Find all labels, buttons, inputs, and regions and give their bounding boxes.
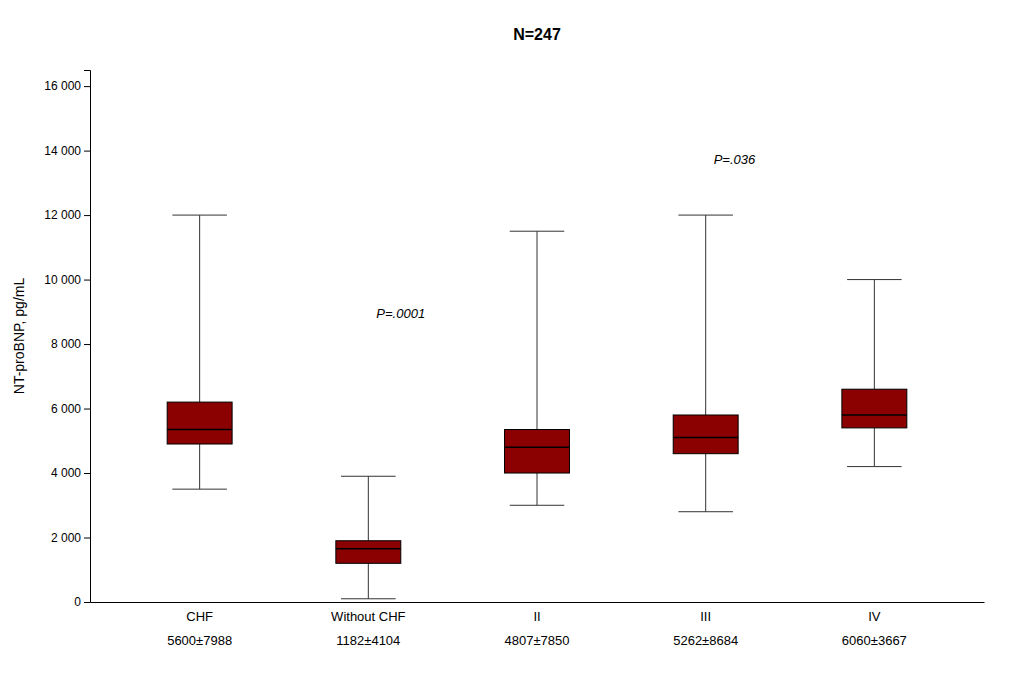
y-tick-label: 8 000 <box>51 337 81 351</box>
box <box>505 430 570 474</box>
x-axis-line <box>91 602 985 603</box>
y-tick-mark <box>84 473 90 474</box>
whisker-low <box>199 444 200 489</box>
x-axis: CHF 5600±7988 Without CHF 1182±4104 II 4807±7… <box>91 603 985 649</box>
cap-low <box>510 505 565 506</box>
cap-high <box>847 279 902 280</box>
y-tick: 12 000 <box>44 208 90 222</box>
y-tick-label: 14 000 <box>44 144 81 158</box>
annotation: P=.0001 <box>376 306 425 321</box>
y-tick-label: 4 000 <box>51 466 81 480</box>
x-sublabel: 4807±7850 <box>505 633 570 648</box>
x-sublabel: 5262±8684 <box>673 633 738 648</box>
chart: 0 2 000 4 000 6 000 8 000 10 000 12 000 14 000 1… <box>0 0 1024 692</box>
y-tick-label: 12 000 <box>44 208 81 222</box>
cap-low <box>341 598 396 599</box>
box-group <box>336 476 401 599</box>
y-tick-label: 10 000 <box>44 273 81 287</box>
y-tick: 14 000 <box>44 144 90 158</box>
y-tick-mark <box>84 215 90 216</box>
whisker-high <box>874 280 875 390</box>
x-tick: Without CHF 1182±4104 <box>331 609 405 648</box>
y-tick-mark <box>84 151 90 152</box>
box <box>842 389 907 428</box>
y-tick-mark <box>84 86 90 87</box>
x-sublabel: 5600±7988 <box>167 633 232 648</box>
cap-high <box>341 476 396 477</box>
median <box>842 414 907 416</box>
box-group <box>167 215 232 489</box>
annotation: P=.036 <box>714 152 756 167</box>
x-tick-label: CHF <box>186 609 213 624</box>
cap-high <box>510 231 565 232</box>
y-tick: 4 000 <box>51 466 90 480</box>
cap-high <box>172 215 227 216</box>
plot: 0 2 000 4 000 6 000 8 000 10 000 12 000 14 000 1… <box>44 71 984 649</box>
y-tick: 6 000 <box>51 402 90 416</box>
x-sublabel: 6060±3667 <box>842 633 907 648</box>
y-tick: 16 000 <box>44 79 90 93</box>
median <box>673 437 738 439</box>
y-tick: 2 000 <box>51 531 90 545</box>
y-tick-mark <box>84 409 90 410</box>
median <box>505 446 570 448</box>
y-axis-line <box>84 71 91 603</box>
x-tick-label: II <box>533 609 540 624</box>
y-tick: 8 000 <box>51 337 90 351</box>
whisker-high <box>368 476 369 540</box>
x-tick-label: IV <box>868 609 881 624</box>
y-tick-label: 16 000 <box>44 79 81 93</box>
whisker-high <box>199 215 200 402</box>
x-tick: CHF 5600±7988 <box>167 609 232 648</box>
box <box>336 541 401 564</box>
x-tick-label: III <box>700 609 711 624</box>
y-tick-mark <box>84 280 90 281</box>
y-label: NT-proBNP, pg/mL <box>11 278 27 395</box>
x-tick-label: Without CHF <box>331 609 405 624</box>
boxes <box>167 215 907 599</box>
x-tick: II 4807±7850 <box>505 609 570 648</box>
x-tick: IV 6060±3667 <box>842 609 907 648</box>
whisker-high <box>705 215 706 415</box>
y-tick-label: 0 <box>74 595 81 609</box>
whisker-low <box>874 428 875 467</box>
y-axis: 0 2 000 4 000 6 000 8 000 10 000 12 000 14 000 1… <box>44 71 90 610</box>
y-tick-label: 6 000 <box>51 402 81 416</box>
y-tick-mark <box>84 602 90 603</box>
whisker-low <box>705 454 706 512</box>
title: N=247 <box>513 26 561 43</box>
y-tick: 0 <box>74 595 90 609</box>
whisker-low <box>368 563 369 598</box>
box-group <box>505 231 570 505</box>
x-sublabel: 1182±4104 <box>336 633 400 648</box>
median <box>167 429 232 431</box>
y-tick: 10 000 <box>44 273 90 287</box>
whisker-high <box>537 231 538 429</box>
cap-high <box>678 215 733 216</box>
cap-low <box>678 511 733 512</box>
x-tick: III 5262±8684 <box>673 609 738 648</box>
median <box>336 548 401 550</box>
box <box>673 415 738 454</box>
cap-low <box>847 466 902 467</box>
box-group <box>842 280 907 467</box>
y-tick-mark <box>84 344 90 345</box>
y-tick-mark <box>84 538 90 539</box>
cap-low <box>172 489 227 490</box>
box <box>167 402 232 444</box>
box-group <box>673 215 738 512</box>
whisker-low <box>537 473 538 505</box>
y-tick-label: 2 000 <box>51 531 81 545</box>
